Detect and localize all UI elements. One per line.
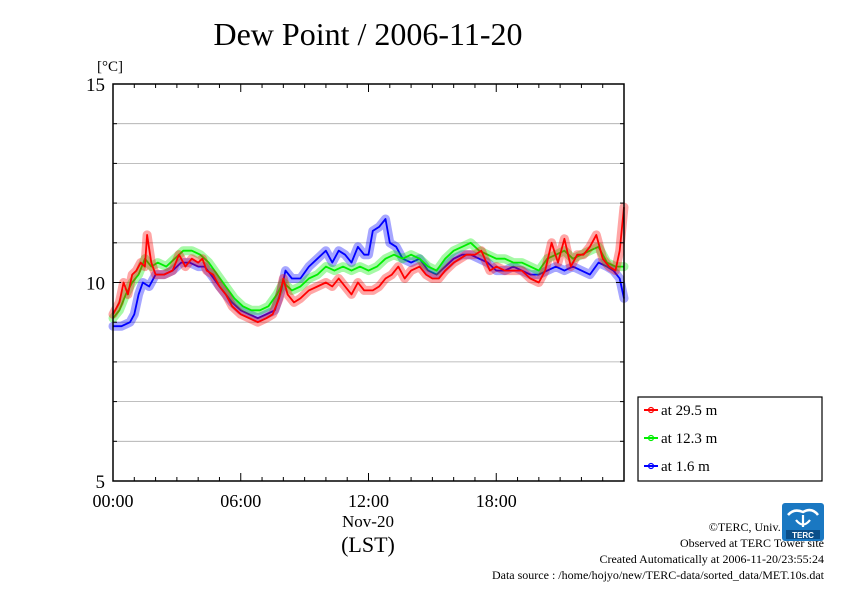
data-source-text: Data source : /home/hojyo/new/TERC-data/…: [491, 568, 824, 582]
x-tick-label: 12:00: [348, 491, 389, 511]
logo-text: TERC: [792, 531, 814, 540]
x-tick-label: 00:00: [92, 491, 133, 511]
legend-swatch-marker: [647, 434, 655, 442]
x-axis-date-label: Nov-20: [342, 512, 394, 531]
y-tick-label: 5: [96, 472, 106, 493]
legend-swatch-marker: [647, 462, 655, 470]
x-tick-label: 18:00: [476, 491, 517, 511]
legend-label: at 1.6 m: [661, 459, 710, 475]
series-line: [112, 207, 625, 324]
created-text: Created Automatically at 2006-11-20/23:5…: [599, 552, 824, 566]
series-line: [112, 241, 624, 319]
footer-credits: ©TERC, Univ. Tsukuba Observed at TERC To…: [492, 519, 824, 583]
legend-swatch-marker: [647, 406, 655, 414]
axis-ticks: 5 10 15 00:00 06:00 12:00 18:00: [86, 75, 625, 511]
chart-title: Dew Point / 2006-11-20: [213, 16, 522, 52]
observed-text: Observed at TERC Tower site: [679, 536, 824, 550]
y-tick-label: 10: [86, 274, 105, 295]
x-tick-label: 06:00: [220, 491, 261, 511]
y-axis-label: [°C]: [97, 59, 123, 75]
copyright-text: ©TERC, Univ. Tsukuba: [708, 520, 824, 534]
terc-logo-icon: TERC: [782, 503, 824, 541]
x-axis-unit-label: (LST): [341, 532, 395, 557]
grid-lines: [113, 123, 624, 442]
y-tick-label: 15: [86, 75, 105, 96]
legend-label: at 29.5 m: [661, 403, 718, 419]
legend-label: at 12.3 m: [661, 431, 718, 447]
legend-box: [637, 396, 823, 482]
series-line: [113, 218, 625, 328]
series-layer: [108, 202, 629, 331]
legend: at 29.5 m at 12.3 m at 1.6 m: [637, 396, 823, 482]
